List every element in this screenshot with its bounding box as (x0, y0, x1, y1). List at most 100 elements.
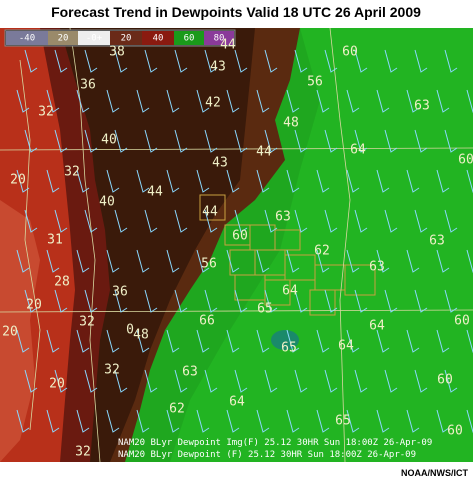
wind-barb (294, 49, 308, 73)
contour-label: 36 (112, 285, 128, 300)
contour-label: 40 (99, 195, 115, 210)
wind-barb (16, 249, 30, 273)
contour-label: 64 (338, 339, 354, 354)
wind-barb (84, 369, 98, 393)
contour-label: 48 (283, 116, 299, 131)
wind-barb (106, 249, 120, 273)
wind-barb (384, 289, 398, 313)
contour-label: 31 (47, 233, 63, 248)
wind-barb (54, 49, 68, 73)
wind-barb (354, 129, 368, 153)
contour-label: 60 (232, 229, 248, 244)
wind-barb (436, 329, 450, 353)
contour-label: 62 (314, 244, 330, 259)
footer-line: NAM20 BLyr Dewpoint Img(F) 25.12 30HR Su… (118, 438, 432, 448)
wind-barb (294, 289, 308, 313)
footer-line: NAM20 BLyr Dewpoint (F) 25.12 30HR Sun 1… (118, 450, 416, 460)
wind-barb (84, 289, 98, 313)
wind-barb (234, 209, 248, 233)
wind-barb (76, 169, 90, 193)
map-image (0, 27, 473, 463)
wind-barb (144, 289, 158, 313)
colorbar-label: 80 (214, 34, 225, 44)
contour-label: 60 (454, 314, 470, 329)
contour-label: 63 (182, 365, 198, 380)
wind-barb (256, 249, 270, 273)
contour-label: 60 (447, 424, 463, 439)
wind-barb (316, 329, 330, 353)
contour-label: 28 (54, 275, 70, 290)
wind-barb (24, 369, 38, 393)
wind-barb (114, 49, 128, 73)
contour-label: 63 (369, 260, 385, 275)
wind-barb (234, 129, 248, 153)
wind-barb (376, 249, 390, 273)
contour-label: 20 (26, 298, 42, 313)
wind-barb (346, 169, 360, 193)
wind-barb (136, 249, 150, 273)
wind-barb (226, 409, 240, 433)
contour-label: 63 (429, 234, 445, 249)
wind-barb (174, 289, 188, 313)
wind-barb (406, 329, 420, 353)
wind-barb (46, 409, 60, 433)
wind-barbs (16, 49, 473, 433)
contour-label: 36 (80, 78, 96, 93)
wind-barb (264, 129, 278, 153)
wind-barb (286, 89, 300, 113)
contour-label: 65 (335, 414, 351, 429)
wind-barb (444, 289, 458, 313)
contour-label: 32 (104, 363, 120, 378)
contour-label: 0 (126, 323, 134, 338)
wind-barb (286, 249, 300, 273)
wind-barb (316, 409, 330, 433)
wind-barb (204, 49, 218, 73)
contour-label: 44 (256, 145, 272, 160)
contour-label: 63 (275, 210, 291, 225)
contour-label: 60 (342, 45, 358, 60)
wind-barb (316, 169, 330, 193)
wind-barb (24, 129, 38, 153)
wind-barb (346, 409, 360, 433)
wind-barb (46, 329, 60, 353)
wind-barb (444, 369, 458, 393)
wind-barb (54, 209, 68, 233)
contour-label: 44 (147, 185, 163, 200)
wind-barb (196, 409, 210, 433)
wind-barb (354, 369, 368, 393)
wind-barb (414, 289, 428, 313)
contour-label: 60 (458, 153, 473, 168)
contour-label: 43 (210, 60, 226, 75)
contour-label: 64 (282, 284, 298, 299)
wind-barb (196, 89, 210, 113)
wind-barb (136, 169, 150, 193)
wind-barb (264, 369, 278, 393)
wind-barb (294, 209, 308, 233)
wind-barb (414, 369, 428, 393)
wind-barb (84, 209, 98, 233)
wind-barb (24, 209, 38, 233)
contour-label: 40 (101, 133, 117, 148)
contour-label: 32 (38, 105, 54, 120)
contour-label: 65 (257, 302, 273, 317)
wind-barb (384, 369, 398, 393)
wind-barb (376, 409, 390, 433)
contour-label: 63 (414, 99, 430, 114)
wind-barb (406, 169, 420, 193)
contour-label: 20 (2, 325, 18, 340)
wind-barb (76, 409, 90, 433)
wind-barb (444, 49, 458, 73)
wind-barb (354, 209, 368, 233)
wind-barb (466, 89, 473, 113)
wind-barb (226, 169, 240, 193)
wind-barb (354, 49, 368, 73)
wind-barb (114, 209, 128, 233)
wind-barb (114, 129, 128, 153)
contour-label: 38 (109, 45, 125, 60)
wind-barb (324, 49, 338, 73)
wind-barb (226, 249, 240, 273)
colorbar-labels: -40 20 -0+ 20 40 60 80 (19, 34, 225, 44)
wind-barb (256, 409, 270, 433)
wind-barb (204, 209, 218, 233)
wind-barb (384, 209, 398, 233)
